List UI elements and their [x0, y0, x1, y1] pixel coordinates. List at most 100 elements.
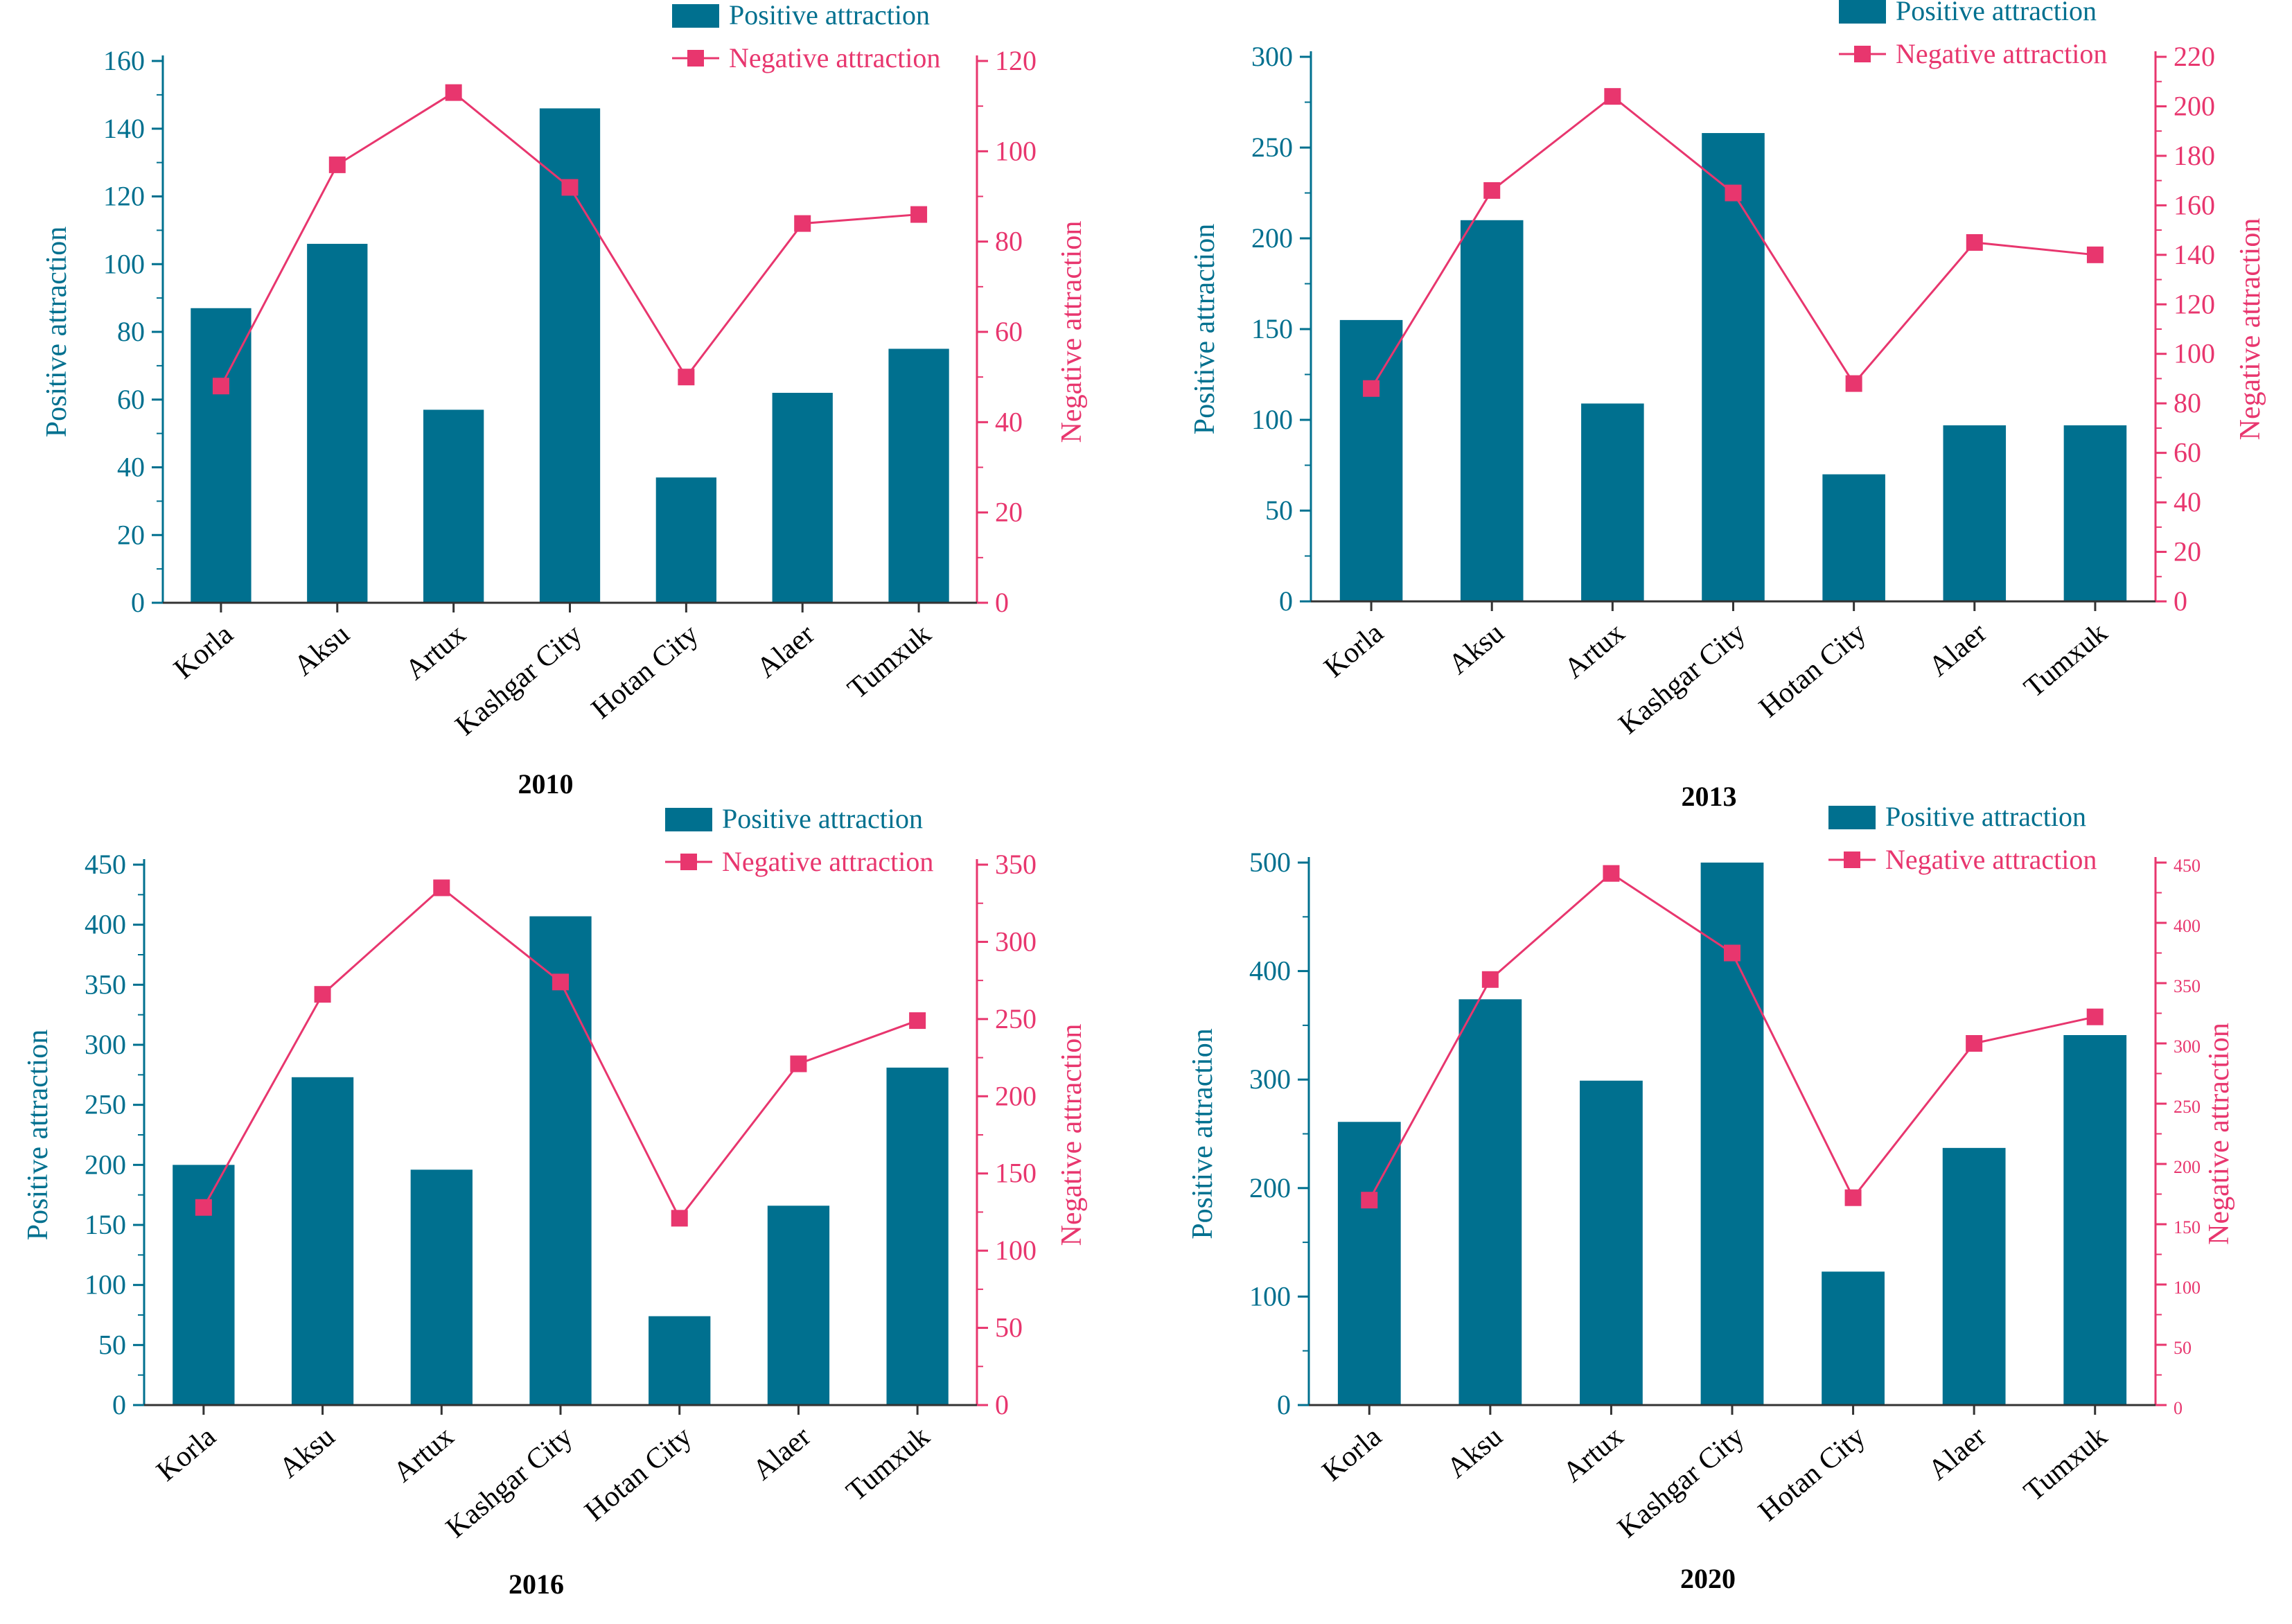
legend-negative-label: Negative attraction [729, 42, 940, 73]
marker-tumxuk [2086, 246, 2104, 263]
chart-2013: 0 50 100 150 200 250 300 Positive attraction 0 20… [1189, 0, 2266, 812]
right-tick-label: 200 [2174, 90, 2215, 121]
chart-panel-2013: 0 50 100 150 200 250 300 Positive attraction 0 20… [1146, 0, 2292, 814]
legend-positive-label: Positive attraction [729, 0, 930, 30]
marker-kashgar-city [1724, 944, 1740, 962]
legend-bar-swatch [1828, 806, 1876, 829]
x-tick-label: Artux [387, 1420, 460, 1488]
legend-marker-swatch [687, 50, 704, 67]
x-tick-label: Alaer [747, 1420, 817, 1486]
x-tick-label: Kashgar City [1612, 1420, 1750, 1544]
left-tick-label: 0 [131, 587, 145, 618]
left-axis-title: Positive attraction [1187, 1028, 1219, 1239]
legend-marker-swatch [680, 854, 697, 870]
bar-hotan-city [1822, 474, 1885, 601]
marker-hotan-city [671, 1210, 688, 1227]
bar-korla [1339, 319, 1403, 601]
bar-korla [191, 308, 252, 603]
right-tick-label: 250 [2174, 1097, 2201, 1117]
right-tick-label: 350 [2174, 976, 2201, 996]
bar-artux [1580, 1080, 1643, 1405]
right-tick-label: 450 [2174, 856, 2201, 876]
legend: Positive attraction Negative attraction [1828, 801, 2097, 875]
marker-hotan-city [678, 369, 695, 386]
x-tick-label: Aksu [288, 618, 356, 682]
right-axis: 0 50 100 150 200 250 300 350 Negative attraction [976, 849, 1088, 1420]
left-tick-label: 100 [85, 1269, 126, 1300]
bar-hotan-city [655, 477, 716, 603]
right-tick-label: 150 [2174, 1217, 2201, 1237]
right-tick-label: 100 [2174, 1278, 2201, 1298]
bar-series [1337, 863, 2127, 1405]
left-tick-label: 200 [1251, 222, 1293, 254]
legend-positive-label: Positive attraction [722, 803, 923, 834]
bar-alaer [1943, 425, 2007, 601]
right-tick-label: 180 [2174, 140, 2215, 171]
bar-series [1339, 133, 2127, 602]
left-tick-label: 200 [85, 1149, 126, 1180]
x-tick-label: Alaer [751, 618, 821, 684]
chart-caption: 2010 [518, 768, 574, 800]
legend-bar-swatch [665, 808, 712, 831]
chart-caption: 2016 [509, 1569, 564, 1600]
marker-hotan-city [1845, 375, 1862, 392]
left-tick-label: 500 [1249, 847, 1291, 878]
bar-alaer [1942, 1147, 2006, 1405]
x-tick-label: Tumxuk [2018, 1420, 2113, 1508]
legend-marker-swatch [1854, 46, 1871, 62]
marker-tumxuk [909, 1012, 926, 1030]
marker-aksu [314, 986, 331, 1003]
left-tick-label: 40 [117, 452, 145, 483]
x-tick-label: Tumxuk [840, 1420, 935, 1508]
left-axis-title: Positive attraction [22, 1030, 54, 1240]
right-tick-label: 40 [2174, 486, 2201, 518]
x-tick-label: Kashgar City [450, 618, 588, 741]
x-tick-label: Korla [1316, 1420, 1388, 1488]
marker-kashgar-city [552, 973, 569, 991]
left-axis: 0 100 200 300 400 500 Positive attraction [1187, 847, 1310, 1420]
right-tick-label: 60 [2174, 437, 2201, 468]
chart-panel-2016: 0 50 100 150 200 250 300 350 400 450 Positive attr… [0, 803, 1146, 1624]
right-tick-label: 0 [995, 1389, 1009, 1420]
marker-korla [212, 378, 229, 395]
line-series [212, 84, 928, 395]
left-axis: 0 50 100 150 200 250 300 350 400 450 Positive attr… [22, 849, 146, 1420]
legend-negative-label: Negative attraction [722, 846, 933, 877]
legend-bar-swatch [1839, 0, 1886, 24]
bar-artux [423, 409, 484, 603]
x-tick-label: Artux [1558, 617, 1631, 685]
right-tick-label: 120 [995, 45, 1037, 76]
x-tick-label: Hotan City [1752, 1420, 1871, 1527]
bar-series [173, 916, 949, 1405]
x-tick-label: Artux [399, 618, 472, 686]
right-tick-label: 0 [2174, 585, 2187, 617]
left-tick-label: 400 [1249, 955, 1291, 987]
x-tick-label: Tumxuk [842, 618, 937, 705]
marker-kashgar-city [1725, 184, 1742, 202]
marker-artux [433, 879, 450, 897]
bar-korla [1337, 1122, 1401, 1405]
left-tick-label: 160 [103, 45, 145, 76]
marker-aksu [328, 156, 346, 173]
left-tick-label: 350 [85, 969, 126, 1000]
x-tick-label: Korla [168, 618, 240, 685]
left-tick-label: 50 [1265, 495, 1293, 526]
bar-hotan-city [1822, 1271, 1885, 1405]
marker-korla [195, 1199, 212, 1216]
bar-aksu [291, 1077, 354, 1405]
left-tick-label: 250 [85, 1089, 126, 1120]
marker-alaer [790, 1055, 807, 1073]
left-tick-label: 0 [1279, 585, 1293, 617]
x-tick-label: Korla [150, 1420, 222, 1488]
bar-tumxuk [2063, 425, 2127, 601]
right-axis-title: Negative attraction [1056, 1024, 1088, 1246]
x-tick-label: Kashgar City [440, 1420, 579, 1544]
marker-korla [1361, 1192, 1378, 1209]
legend: Positive attraction Negative attraction [1839, 0, 2107, 69]
right-tick-label: 20 [995, 497, 1023, 528]
right-axis-title: Negative attraction [1056, 221, 1088, 443]
left-tick-label: 100 [1249, 1280, 1291, 1312]
